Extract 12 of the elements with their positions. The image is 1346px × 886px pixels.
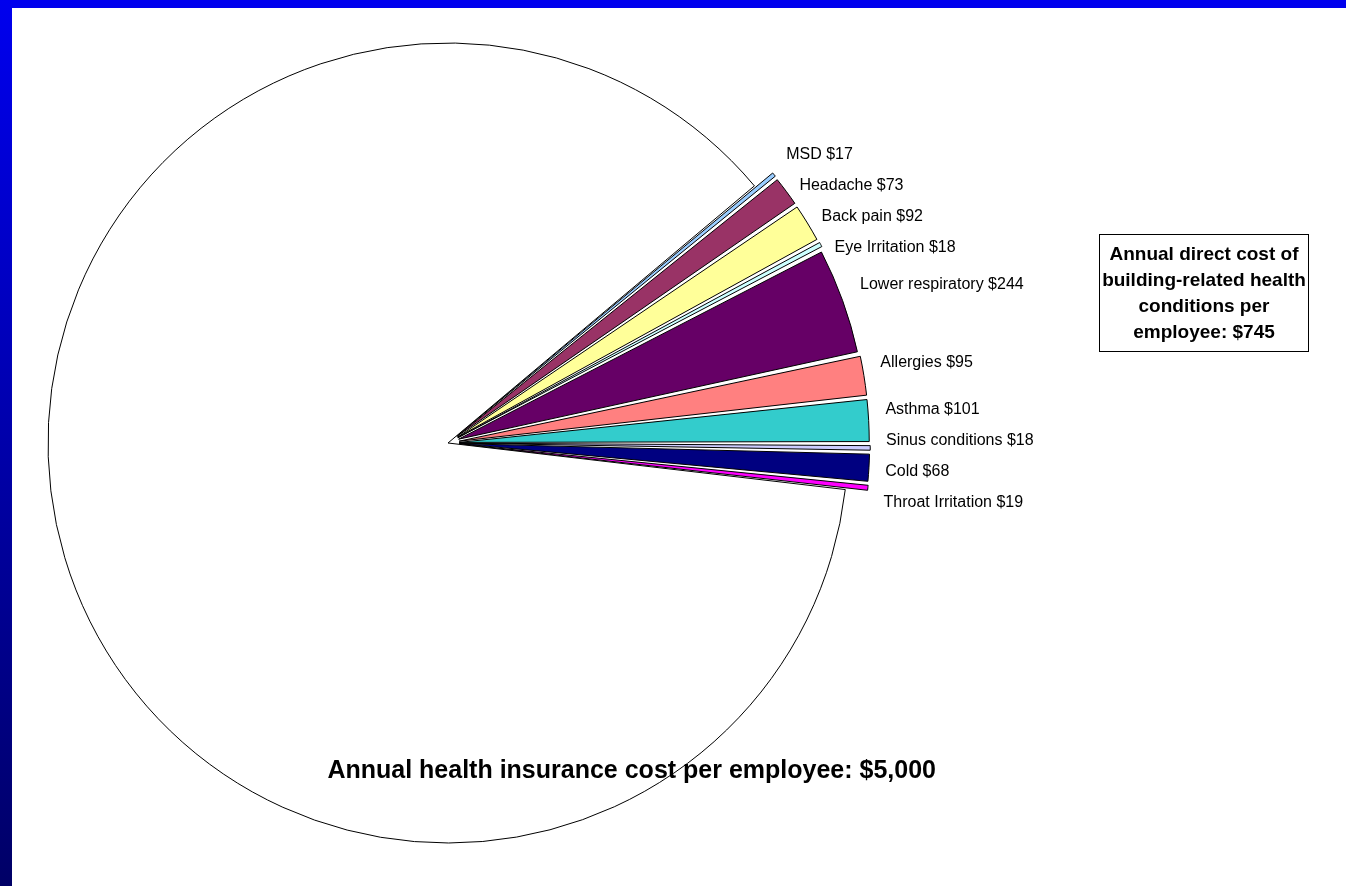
slice-label: Allergies $95 <box>880 353 973 371</box>
text: Annual direct cost of building-related health conditions per employee: $745 <box>1099 234 1309 352</box>
slice-label: Eye Irritation $18 <box>834 238 956 255</box>
slice-label: Sinus conditions $18 <box>885 431 1034 449</box>
slice-label: MSD $17 <box>786 145 853 162</box>
slice-label: Lower respiratory $244 <box>860 274 1024 292</box>
slice-label: Throat Irritation $19 <box>883 493 1024 511</box>
slice-label: Cold $68 <box>885 462 950 480</box>
slice-label: Annual health insurance cost per employee: $5,000 <box>327 755 936 784</box>
slice-label: Asthma $101 <box>885 400 980 418</box>
slice-label: Headache $73 <box>799 176 904 193</box>
slice-label: Back pain $92 <box>821 207 924 224</box>
